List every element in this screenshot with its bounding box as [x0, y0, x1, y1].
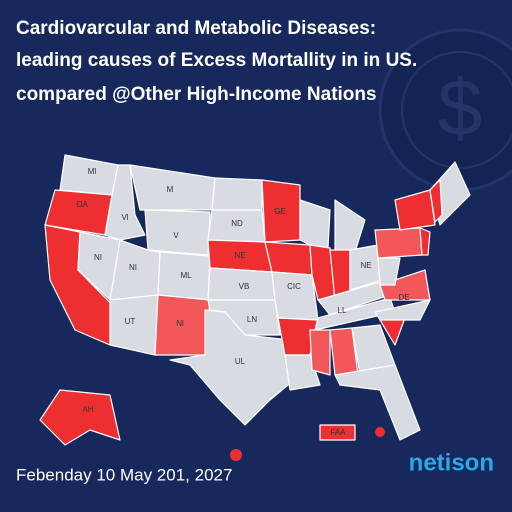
state-label: DE: [398, 293, 409, 302]
state-label: UL: [235, 357, 246, 366]
title-line: compared @Other High-Income Nations: [16, 84, 377, 105]
state-label: NI: [129, 263, 137, 272]
state-label: LN: [247, 315, 257, 324]
footer-date: Febenday 10 May 201, 2027: [16, 465, 232, 484]
state-label: AH: [82, 405, 93, 414]
state-label: Nl: [176, 319, 184, 328]
state-label: NE: [234, 251, 245, 260]
state-label: M: [167, 185, 174, 194]
state-label: FAA: [330, 428, 346, 437]
state-label: V: [173, 231, 179, 240]
title-line: leading causes of Excess Mortallity in i…: [16, 50, 417, 71]
state-label: OA: [76, 200, 88, 209]
state-label: Vl: [121, 213, 128, 222]
states: [39, 154, 471, 461]
state-labels: Ml OA M Vl V NI NI ML ND GE NE VB UT Nl …: [76, 167, 409, 437]
state-label: CIC: [287, 282, 301, 291]
state-label: Ml: [88, 167, 97, 176]
state-label: LL: [338, 306, 347, 315]
state-label: ND: [231, 219, 243, 228]
state-label: VB: [239, 282, 250, 291]
state-label: UT: [125, 317, 136, 326]
state-label: NI: [94, 253, 102, 262]
title-line: Cardiovarcular and Metabolic Diseases:: [16, 18, 376, 39]
svg-text:$: $: [438, 63, 483, 152]
state-label: ML: [180, 271, 192, 280]
state-label: GE: [274, 207, 286, 216]
state-label: NE: [360, 261, 371, 270]
brand-logo: netison: [409, 449, 494, 476]
